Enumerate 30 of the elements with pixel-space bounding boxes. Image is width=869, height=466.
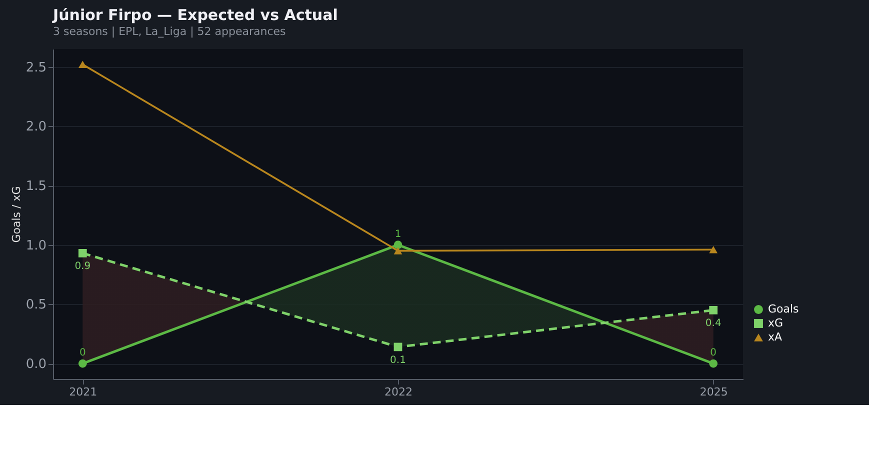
data-label: 0	[710, 348, 717, 359]
data-label: 0	[79, 348, 86, 359]
y-tick-label: 2.0	[26, 120, 46, 135]
point	[78, 248, 87, 258]
data-label: 0.9	[74, 261, 91, 272]
point	[394, 247, 402, 254]
y-axis-title: Goals / xG	[10, 186, 23, 243]
x-tick-label: 2022	[384, 386, 412, 398]
point	[709, 359, 718, 368]
y-tick-label: 0.5	[26, 298, 46, 313]
y-tick-label: 0.0	[26, 357, 46, 372]
y-tick-label: 1.0	[26, 238, 46, 254]
point	[394, 240, 402, 250]
data-label: 0.4	[705, 318, 722, 330]
data-label: 0.1	[390, 354, 406, 366]
legend-label: xG	[768, 316, 784, 330]
point	[394, 342, 402, 352]
point	[78, 359, 87, 368]
legend-label: xA	[768, 330, 783, 344]
point	[78, 60, 87, 68]
x-tick-label: 2021	[69, 386, 98, 398]
point	[709, 306, 718, 314]
y-tick-label: 2.5	[26, 60, 46, 76]
chart-subtitle: 3 seasons | EPL, La_Liga | 52 appearances	[53, 25, 286, 38]
point	[709, 246, 718, 254]
data-label: 1	[394, 228, 402, 240]
chart-title: Júnior Firpo — Expected vs Actual	[52, 6, 338, 24]
legend-label: Goals	[768, 302, 800, 316]
y-tick-label: 1.5	[26, 179, 46, 194]
x-tick-label: 2025	[700, 386, 728, 398]
